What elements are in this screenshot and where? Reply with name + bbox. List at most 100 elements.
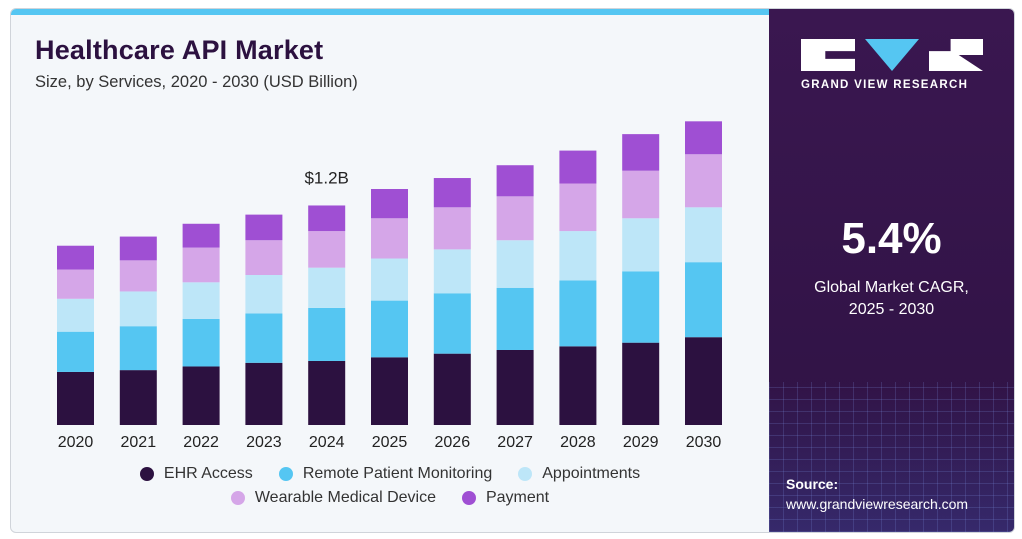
bar-segment-2024-3: [308, 231, 346, 268]
legend: EHR Access Remote Patient Monitoring Appoi…: [11, 465, 769, 513]
cagr-label-line2: 2025 - 2030: [848, 301, 935, 318]
stacked-bar-chart: 2020 2021 2022 2023 2024 $1.2B 2025 2026 2027 202…: [57, 121, 722, 451]
bar-segment-2030-2: [685, 207, 722, 263]
bar-segment-2021-4: [119, 236, 157, 261]
bar-segment-2027-0: [496, 349, 534, 425]
legend-swatch: [139, 467, 154, 481]
bar-segment-2026-0: [433, 353, 471, 425]
legend-label: Remote Patient Monitoring: [302, 465, 493, 482]
bar-segment-2028-2: [559, 231, 597, 281]
bar-segment-2021-0: [119, 370, 157, 425]
bar-segment-2025-0: [371, 357, 408, 425]
bar-segment-2029-2: [622, 218, 660, 272]
bar-segment-2024-0: [308, 360, 346, 425]
bar-segment-2022-2: [182, 282, 220, 319]
bar-segment-2030-4: [685, 121, 722, 155]
cagr-label: Global Market CAGR, 2025 - 2030: [789, 277, 994, 321]
bar-segment-2022-0: [182, 366, 220, 425]
accent-bar: [11, 9, 769, 15]
logo-v-icon: [865, 39, 919, 71]
bar-segment-2024-4: [308, 205, 346, 232]
legend-item: Remote Patient Monitoring: [278, 465, 493, 483]
bar-segment-2026-1: [433, 293, 471, 354]
legend-row: Wearable Medical Device Payment: [11, 489, 769, 507]
x-tick-label: 2023: [246, 434, 282, 451]
bar-segment-2021-2: [119, 291, 157, 327]
legend-swatch: [461, 491, 476, 505]
x-tick-label: 2022: [183, 434, 219, 451]
cagr-label-line1: Global Market CAGR,: [814, 279, 969, 296]
bar-segment-2023-3: [245, 240, 283, 275]
logo-r-icon: [929, 39, 983, 71]
bar-segment-2028-1: [559, 280, 597, 347]
bar-segment-2027-1: [496, 287, 534, 350]
legend-item: Wearable Medical Device: [230, 489, 436, 507]
bar-segment-2028-3: [559, 183, 597, 232]
x-tick-label: 2025: [372, 434, 408, 451]
bar-segment-2025-1: [371, 300, 408, 358]
source-link[interactable]: www.grandviewresearch.com: [786, 496, 969, 512]
legend-item: Appointments: [518, 465, 640, 483]
bar-segment-2020-0: [57, 371, 94, 425]
x-tick-label: 2029: [623, 434, 659, 451]
source-label: Source:: [786, 476, 839, 492]
x-tick-label: 2024: [309, 434, 345, 451]
bar-segment-2025-2: [371, 258, 408, 301]
bar-segment-2030-1: [685, 262, 722, 338]
bar-segment-2022-3: [182, 247, 220, 283]
legend-item: Payment: [461, 489, 550, 507]
chart-title: Healthcare API Market: [35, 35, 324, 65]
bar-segment-2023-4: [245, 214, 283, 241]
legend-row: EHR Access Remote Patient Monitoring Appoi…: [11, 465, 769, 483]
bar-segment-2025-4: [371, 189, 408, 219]
bar-segment-2030-0: [685, 337, 722, 425]
bar-segment-2029-3: [622, 170, 660, 219]
bar-segment-2027-4: [496, 165, 534, 197]
bar-segment-2024-2: [308, 267, 346, 308]
legend-label: Payment: [485, 489, 550, 506]
legend-label: EHR Access: [163, 465, 253, 482]
x-tick-label: 2027: [497, 434, 533, 451]
bar-segment-2028-4: [559, 150, 597, 184]
bar-segment-2030-3: [685, 154, 722, 208]
bar-segment-2027-3: [496, 196, 534, 241]
bar-segment-2021-1: [119, 326, 157, 371]
legend-label: Wearable Medical Device: [254, 489, 436, 506]
x-tick-label: 2021: [121, 434, 157, 451]
chart-card: Healthcare API Market Size, by Services,…: [10, 8, 1015, 533]
bar-segment-2027-2: [496, 240, 534, 288]
data-label-annotation: $1.2B: [304, 168, 348, 187]
bar-segment-2020-4: [57, 245, 94, 270]
bar-segment-2028-0: [559, 346, 597, 425]
bar-segment-2029-0: [622, 342, 660, 425]
decorative-grid: [769, 382, 1014, 532]
bar-segment-2023-1: [245, 313, 283, 363]
brand-logo: GRAND VIEW RESEARCH: [801, 39, 986, 91]
bar-segment-2020-3: [57, 269, 94, 299]
legend-item: EHR Access: [139, 465, 253, 483]
logo-text: GRAND VIEW RESEARCH: [801, 79, 969, 91]
bar-segment-2026-4: [433, 178, 471, 208]
legend-swatch: [278, 467, 293, 481]
side-panel: GRAND VIEW RESEARCH 5.4% Global Market C…: [769, 9, 1014, 532]
legend-label: Appointments: [542, 465, 641, 482]
bar-segment-2029-1: [622, 271, 660, 343]
chart-subtitle: Size, by Services, 2020 - 2030 (USD Bill…: [35, 73, 358, 91]
x-tick-label: 2030: [686, 434, 722, 451]
cagr-value: 5.4%: [841, 214, 942, 263]
logo-mark-icon: [801, 39, 986, 71]
legend-swatch: [518, 467, 533, 481]
bar-segment-2024-1: [308, 307, 346, 361]
bar-segment-2029-4: [622, 134, 660, 171]
x-tick-label: 2028: [560, 434, 596, 451]
bar-segment-2022-4: [182, 223, 220, 248]
bar-segment-2025-3: [371, 218, 408, 259]
bar-segment-2021-3: [119, 260, 157, 292]
legend-swatch: [230, 491, 245, 505]
logo-g-icon: [801, 39, 855, 71]
bar-segment-2023-0: [245, 362, 283, 425]
x-tick-label: 2026: [435, 434, 471, 451]
bar-segment-2023-2: [245, 274, 283, 314]
bar-segment-2026-2: [433, 249, 471, 294]
source: Source: www.grandviewresearch.com: [786, 474, 968, 514]
